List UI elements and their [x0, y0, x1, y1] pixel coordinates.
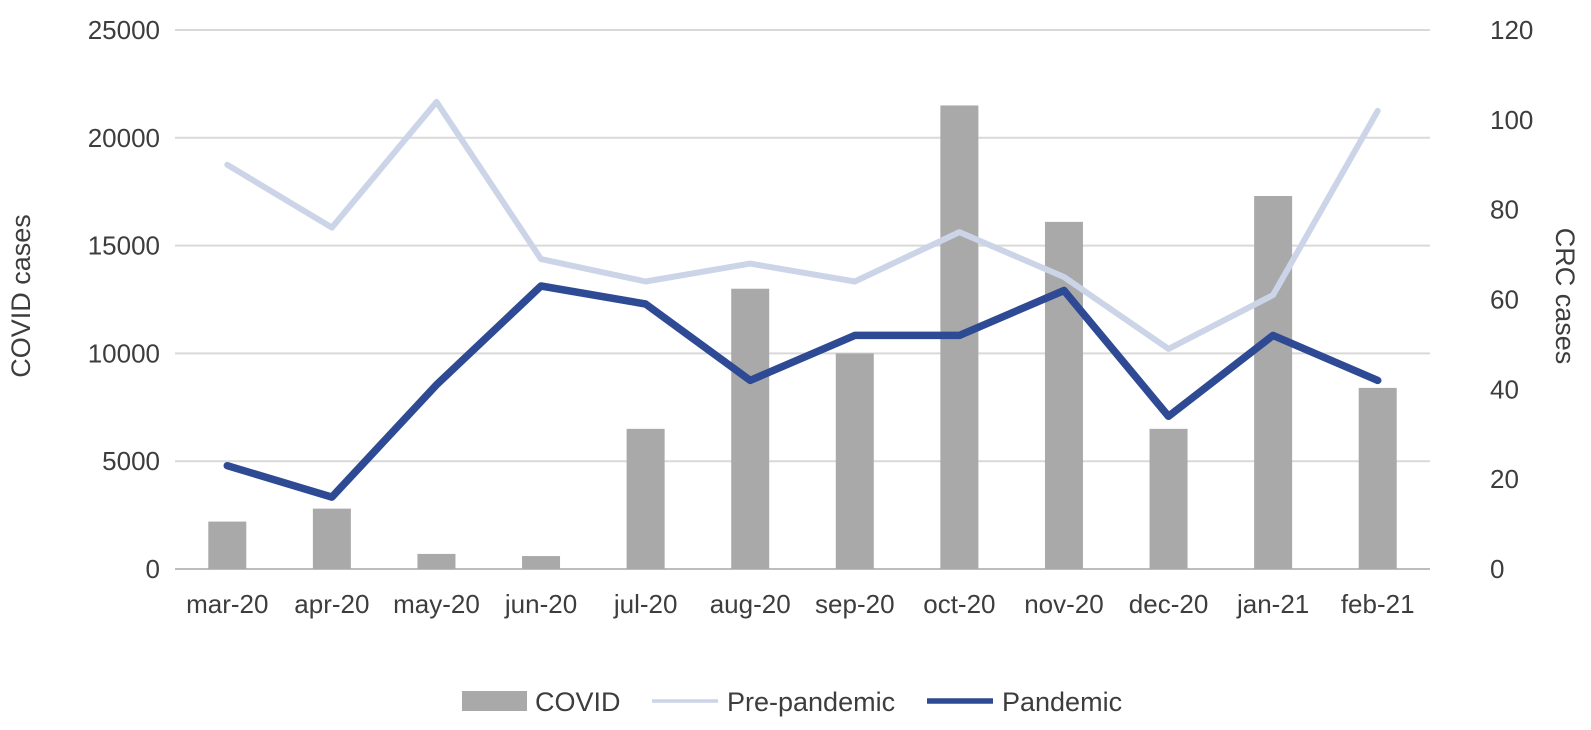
- bar-apr-20: [312, 508, 351, 569]
- x-tick-jul-20: jul-20: [613, 589, 678, 619]
- bar-jul-20: [626, 428, 665, 569]
- bar-mar-20: [208, 521, 247, 569]
- legend-label-pre-pandemic: Pre-pandemic: [727, 687, 895, 717]
- left-axis-tick-labels: 0 5000 10000 15000 20000 25000: [88, 15, 160, 584]
- right-axis-tick-labels: 0 20 40 60 80 100 120: [1490, 15, 1533, 584]
- left-tick-15000: 15000: [88, 231, 160, 261]
- right-tick-80: 80: [1490, 195, 1519, 225]
- legend-label-covid: COVID: [535, 687, 621, 717]
- bar-feb-21: [1358, 387, 1397, 569]
- bar-sep-20: [835, 353, 874, 569]
- right-tick-120: 120: [1490, 15, 1533, 45]
- x-tick-nov-20: nov-20: [1024, 589, 1104, 619]
- bar-jun-20: [522, 556, 561, 569]
- right-tick-40: 40: [1490, 374, 1519, 404]
- x-tick-mar-20: mar-20: [186, 589, 268, 619]
- x-tick-apr-20: apr-20: [294, 589, 369, 619]
- left-tick-25000: 25000: [88, 15, 160, 45]
- legend-label-pandemic: Pandemic: [1002, 687, 1122, 717]
- right-axis-title: CRC cases: [1550, 228, 1580, 365]
- x-tick-jun-20: jun-20: [504, 589, 577, 619]
- x-axis-tick-labels: mar-20 apr-20 may-20 jun-20 jul-20 aug-20 sep-…: [186, 589, 1414, 619]
- gridlines: [175, 29, 1430, 570]
- right-tick-20: 20: [1490, 464, 1519, 494]
- right-tick-0: 0: [1490, 554, 1504, 584]
- legend-swatch-covid: [462, 691, 527, 711]
- bar-jan-21: [1254, 196, 1293, 569]
- left-tick-10000: 10000: [88, 338, 160, 368]
- x-tick-jan-21: jan-21: [1236, 589, 1309, 619]
- bar-dec-20: [1149, 428, 1188, 569]
- line-pre-pandemic: [224, 98, 1381, 352]
- x-tick-feb-21: feb-21: [1341, 589, 1415, 619]
- bar-may-20: [417, 553, 456, 569]
- left-axis-title: COVID cases: [6, 214, 36, 378]
- x-tick-sep-20: sep-20: [815, 589, 895, 619]
- right-tick-100: 100: [1490, 105, 1533, 135]
- x-tick-oct-20: oct-20: [923, 589, 995, 619]
- left-tick-5000: 5000: [102, 446, 160, 476]
- line-series-group: [223, 98, 1382, 501]
- left-tick-20000: 20000: [88, 123, 160, 153]
- bar-aug-20: [731, 288, 770, 569]
- x-tick-aug-20: aug-20: [710, 589, 791, 619]
- line-pandemic: [223, 282, 1382, 501]
- x-tick-dec-20: dec-20: [1129, 589, 1209, 619]
- bar-series-covid: [208, 105, 1397, 570]
- left-tick-0: 0: [146, 554, 160, 584]
- right-tick-60: 60: [1490, 285, 1519, 315]
- legend: COVID Pre-pandemic Pandemic: [462, 687, 1122, 717]
- x-tick-may-20: may-20: [393, 589, 480, 619]
